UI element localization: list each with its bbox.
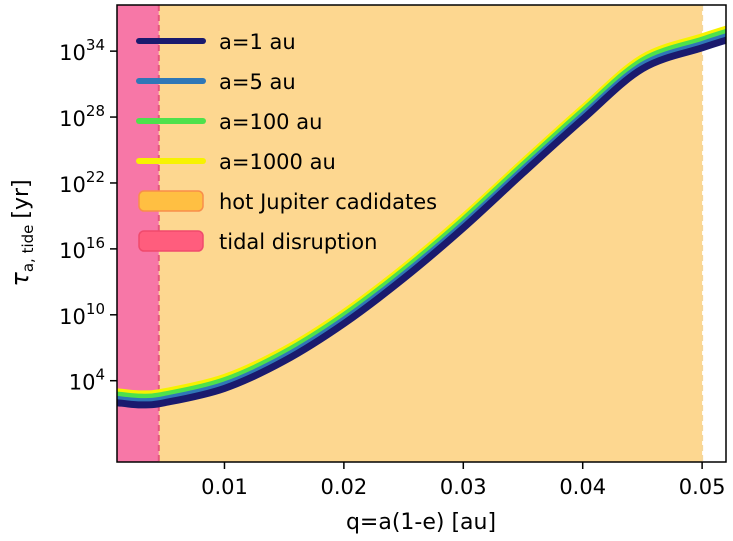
svg-text:τa, tide[yr]: τa, tide [yr]	[6, 179, 37, 286]
y-axis-label-symbol: τ	[6, 272, 34, 287]
x-axis-label: q=a(1-e) [au]	[346, 510, 496, 535]
legend-label: a=100 au	[219, 110, 322, 134]
legend-label: hot Jupiter cadidates	[219, 190, 437, 214]
plot-frame	[116, 4, 727, 463]
series-lines	[117, 25, 726, 409]
series-line-1	[117, 36, 726, 409]
legend-label: a=1 au	[219, 30, 296, 54]
legend-patch-swatch	[138, 190, 204, 212]
x-tick-label: 0.04	[559, 475, 606, 499]
y-axis-label: τa, tide [yr]	[6, 179, 37, 286]
y-tick-label: 1034	[59, 36, 105, 65]
y-tick-label: 104	[69, 366, 105, 395]
y-tick-label: 1022	[59, 168, 105, 197]
y-axis-label-unit: [yr]	[9, 179, 34, 218]
y-axis-ticks: 104 1010 1016 1022 1028 1034	[59, 36, 117, 395]
x-tick-label: 0.02	[320, 475, 367, 499]
x-axis-ticks: 0.01 0.02 0.03 0.04 0.05	[201, 462, 726, 499]
x-tick-label: 0.01	[201, 475, 248, 499]
legend: a=1 au a=5 au a=100 au a=1000 au hot Jupiter…	[136, 30, 437, 254]
legend-label: a=1000 au	[219, 150, 336, 174]
legend-patch-swatch	[138, 230, 204, 252]
y-tick-label: 1010	[59, 300, 105, 329]
legend-label: a=5 au	[219, 70, 296, 94]
y-tick-label: 1028	[59, 102, 105, 131]
x-tick-label: 0.05	[679, 475, 726, 499]
y-tick-label: 1016	[59, 234, 105, 263]
y-axis-label-subscript: a, tide	[19, 225, 37, 273]
x-tick-label: 0.03	[440, 475, 487, 499]
legend-label: tidal disruption	[219, 230, 377, 254]
